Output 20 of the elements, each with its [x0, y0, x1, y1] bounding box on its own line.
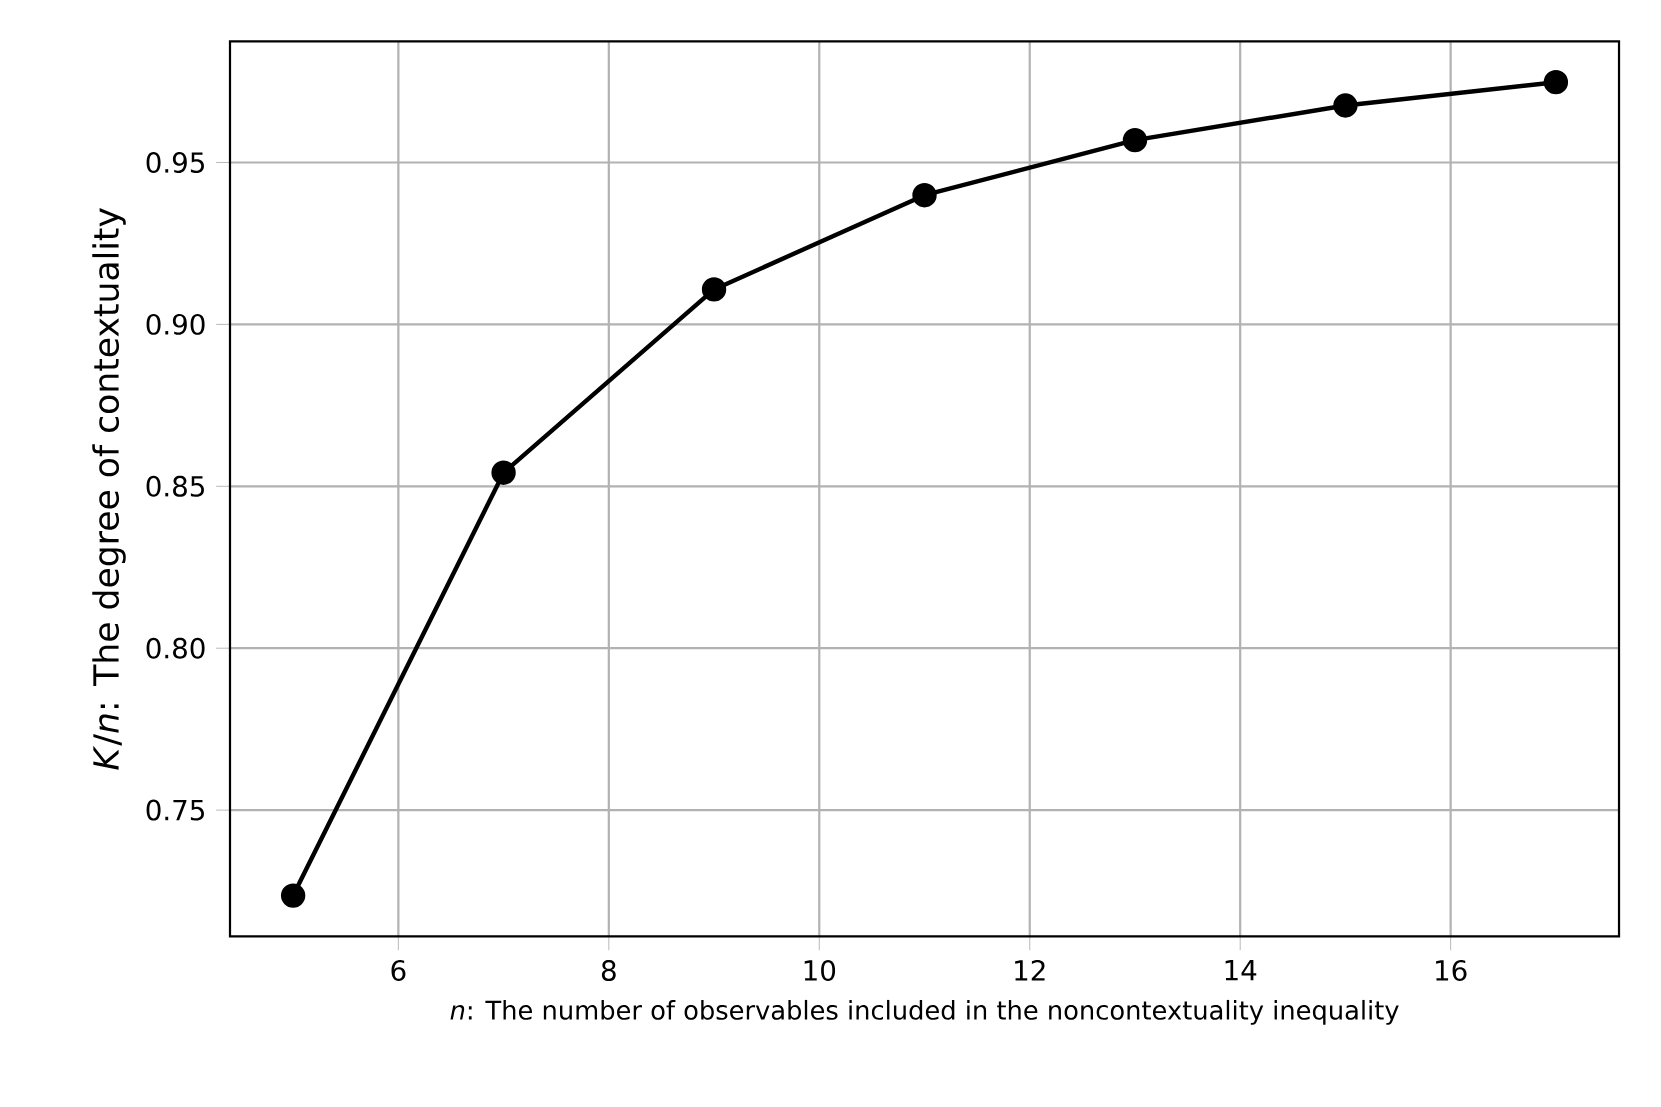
point	[701, 277, 727, 302]
x-tick-label: 12	[1015, 959, 1045, 981]
x-tick-label: 6	[391, 959, 406, 981]
x-tick-label: 14	[1225, 960, 1257, 981]
point	[1122, 127, 1148, 153]
y-tick-label: 0.80	[146, 637, 205, 659]
point	[280, 883, 306, 908]
x-tick-label: 16	[1436, 959, 1467, 981]
x-axis-title: n: The number of observables included in the noncontextuality inequality	[450, 999, 1399, 1025]
point	[912, 183, 937, 208]
x-tick-label: 10	[804, 959, 836, 981]
y-axis-title: K/n: The degree of contextuality	[92, 208, 126, 770]
point	[1333, 93, 1358, 118]
point	[491, 460, 516, 485]
y-tick-label: 0.85	[146, 475, 204, 497]
y-tick-label: 0.90	[146, 313, 205, 335]
y-tick-label: 0.75	[146, 799, 204, 821]
x-tick-label: 8	[601, 959, 616, 981]
point	[1543, 70, 1569, 95]
y-tick-label: 0.95	[146, 151, 204, 173]
